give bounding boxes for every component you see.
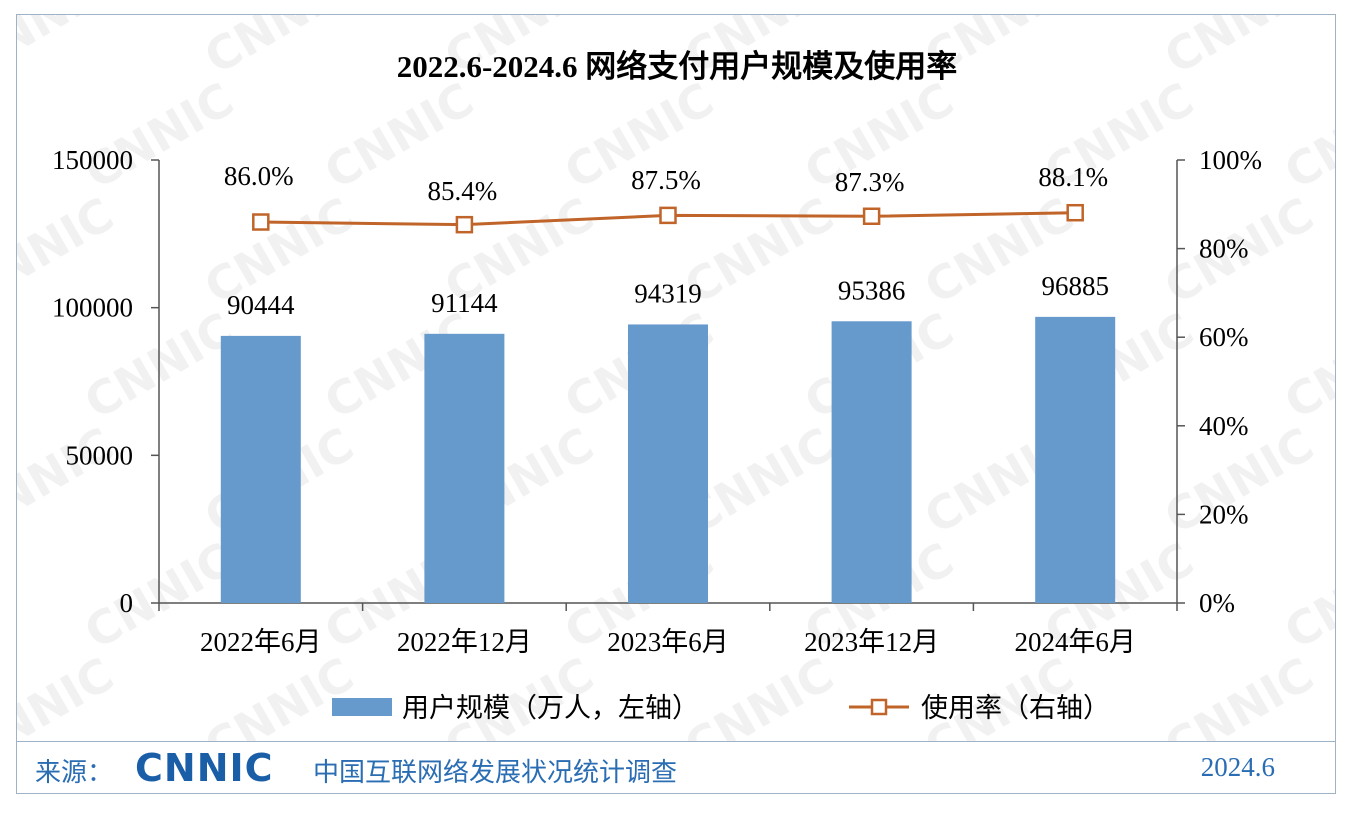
watermark-text: CNNIC (1276, 302, 1337, 430)
cnnic-logo: CNNIC (135, 746, 274, 790)
watermark-text: CNNIC (17, 15, 122, 85)
source-label: 来源： (35, 758, 114, 788)
line-point (862, 207, 881, 226)
bar-value-label: 94319 (634, 278, 702, 308)
source-organization: 中国互联网络发展状况统计调查 (313, 758, 678, 788)
line-point (252, 213, 270, 231)
line-value-label: 87.3% (835, 167, 905, 197)
bar (628, 324, 708, 603)
watermark-text: CNNIC (196, 15, 363, 85)
watermark-text: CNNIC (1156, 647, 1323, 745)
line-point (659, 206, 677, 225)
bar-value-label: 96885 (1041, 271, 1109, 301)
watermark-text: CNNIC (196, 647, 363, 745)
bar-value-label: 95386 (838, 275, 906, 305)
y-left-tick-label: 0 (120, 588, 134, 618)
bar (220, 335, 301, 603)
legend-bar-label: 用户规模（万人，左轴） (402, 693, 699, 724)
x-tick-label: 2023年12月 (804, 627, 939, 657)
line-value-label: 86.0% (224, 161, 294, 191)
y-left-tick-label: 50000 (66, 440, 134, 470)
x-tick-label: 2022年12月 (397, 627, 532, 657)
chart-title: 2022.6-2024.6 网络支付用户规模及使用率 (397, 49, 958, 84)
chart-frame: CNNIC CNNIC CNNIC CNNIC CNNIC CNNIC CNNIC CNNIC… (16, 14, 1336, 794)
line-point (1066, 203, 1084, 222)
legend-bar-swatch (332, 698, 392, 716)
legend-line-marker (870, 698, 888, 716)
x-tick-label: 2023年6月 (607, 627, 729, 657)
line-point (455, 215, 474, 234)
y-right-tick-label: 40% (1199, 411, 1249, 441)
y-right-tick-label: 60% (1199, 322, 1249, 352)
watermark-text: CNNIC (17, 647, 122, 745)
y-right-tick-label: 100% (1199, 145, 1262, 175)
watermark-text: CNNIC (1276, 72, 1337, 200)
x-tick-label: 2022年6月 (200, 627, 322, 657)
y-right-tick-label: 0% (1199, 588, 1235, 618)
x-tick-label: 2024年6月 (1014, 627, 1136, 657)
watermark-text: CNNIC (17, 417, 122, 545)
y-right-tick-label: 20% (1199, 499, 1249, 529)
watermark-text: CNNIC (1276, 532, 1337, 660)
bar-value-label: 91144 (431, 288, 498, 318)
legend-line-label: 使用率（右轴） (921, 693, 1110, 724)
source-footer: 来源： CNNIC 中国互联网络发展状况统计调查 2024.6 (16, 741, 1336, 794)
bar (1035, 316, 1116, 603)
bar (831, 321, 912, 603)
watermark-text: CNNIC (1156, 15, 1323, 85)
y-right-tick-label: 80% (1199, 234, 1249, 264)
source-date: 2024.6 (1200, 752, 1275, 782)
y-left-tick-label: 150000 (52, 145, 133, 175)
line-value-label: 88.1% (1038, 162, 1108, 192)
watermark-text: CNNIC (676, 647, 843, 745)
bar-value-label: 90444 (227, 290, 295, 320)
line-value-label: 85.4% (428, 176, 498, 206)
bar (424, 333, 505, 603)
line-value-label: 87.5% (631, 165, 701, 195)
y-left-tick-label: 100000 (52, 293, 133, 323)
